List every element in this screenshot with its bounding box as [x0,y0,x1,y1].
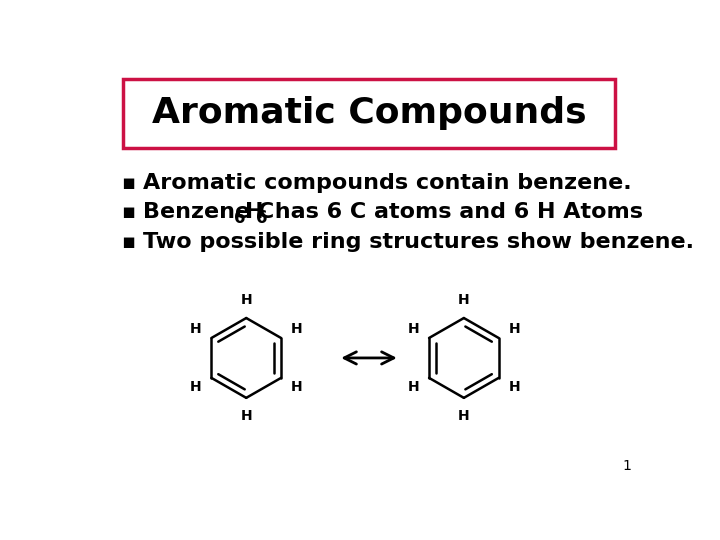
Text: Two possible ring structures show benzene.: Two possible ring structures show benzen… [143,232,694,252]
Text: Aromatic compounds contain benzene.: Aromatic compounds contain benzene. [143,173,631,193]
Text: 1: 1 [622,459,631,473]
Text: ▪: ▪ [121,173,135,193]
Text: H: H [190,380,202,394]
Text: H: H [190,322,202,336]
FancyBboxPatch shape [124,79,615,148]
Text: 6: 6 [234,209,246,227]
Text: H: H [245,202,264,222]
Text: ▪: ▪ [121,202,135,222]
Text: H: H [408,322,419,336]
Text: has 6 C atoms and 6 H Atoms: has 6 C atoms and 6 H Atoms [267,202,644,222]
Text: H: H [240,293,252,307]
Text: H: H [508,322,520,336]
Text: H: H [508,380,520,394]
Text: H: H [458,409,469,423]
Text: H: H [291,322,302,336]
Text: H: H [240,409,252,423]
Text: H: H [408,380,419,394]
Text: Aromatic Compounds: Aromatic Compounds [152,96,586,130]
Text: H: H [458,293,469,307]
Text: H: H [291,380,302,394]
Text: ▪: ▪ [121,232,135,252]
Text: 6: 6 [256,209,268,227]
Text: Benzene C: Benzene C [143,202,274,222]
